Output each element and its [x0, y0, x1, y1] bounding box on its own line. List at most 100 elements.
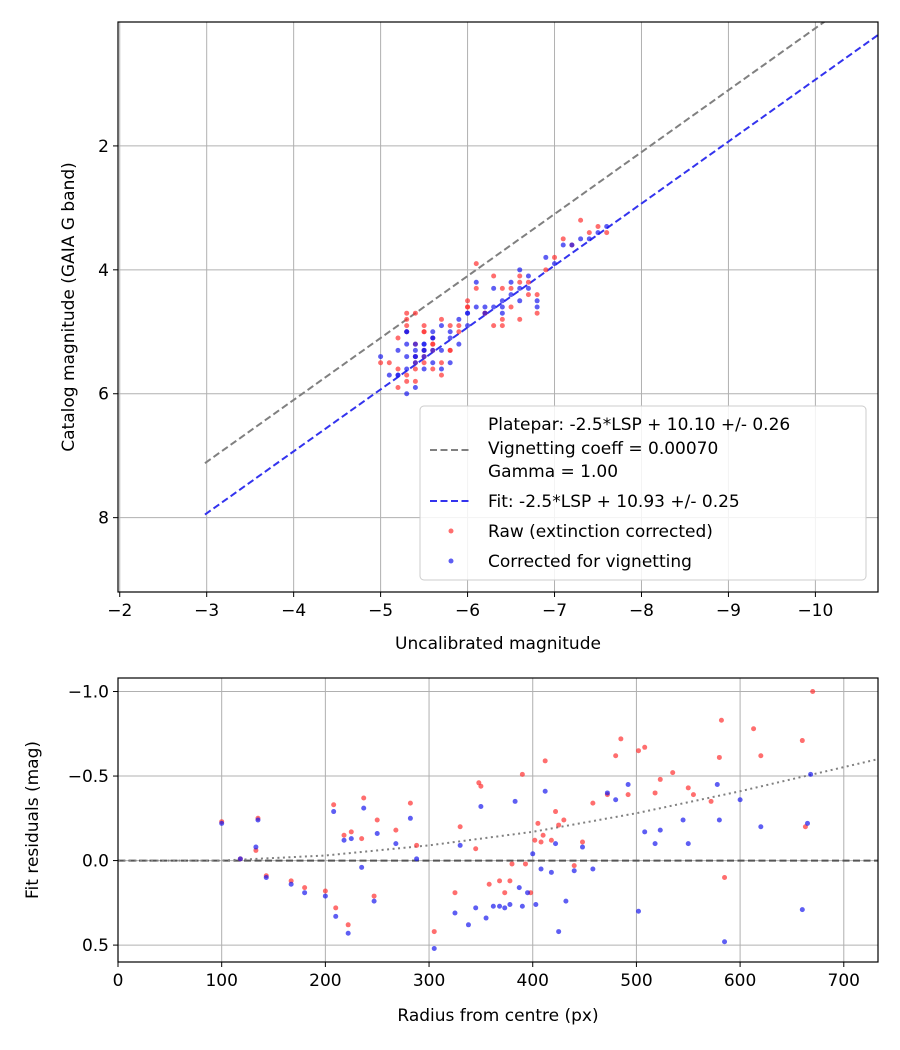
data-point-raw — [618, 736, 624, 742]
data-point-corrected — [412, 341, 418, 347]
data-point-raw — [553, 809, 559, 815]
data-point-corrected — [473, 304, 479, 310]
legend-vignetting-label: Vignetting coeff = 0.00070 — [488, 439, 718, 459]
data-point-raw — [302, 885, 308, 891]
data-point-raw — [438, 360, 444, 366]
data-point-raw — [690, 792, 696, 798]
data-point-corrected — [758, 824, 764, 830]
data-point-raw — [652, 790, 658, 796]
data-point-corrected — [237, 856, 243, 862]
data-point-raw — [395, 335, 401, 341]
data-point-corrected — [569, 242, 575, 248]
data-point-corrected — [613, 797, 619, 803]
x-tick-label: 600 — [724, 971, 756, 991]
legend-platepar-label: Platepar: -2.5*LSP + 10.10 +/- 0.26 — [488, 415, 790, 435]
data-point-raw — [465, 298, 471, 304]
data-point-raw — [395, 385, 401, 391]
data-point-raw — [361, 795, 367, 801]
data-point-corrected — [507, 902, 513, 908]
data-point-raw — [517, 273, 523, 279]
data-point-corrected — [431, 945, 437, 951]
data-point-corrected — [430, 329, 436, 335]
data-point-raw — [499, 316, 505, 322]
data-point-corrected — [331, 809, 337, 815]
data-point-corrected — [604, 223, 610, 229]
data-point-raw — [438, 372, 444, 378]
data-point-corrected — [517, 298, 523, 304]
data-point-raw — [556, 822, 562, 828]
y-tick-label: −0.5 — [68, 767, 109, 787]
data-point-raw — [540, 832, 546, 838]
data-point-raw — [534, 292, 540, 298]
data-point-raw — [635, 748, 641, 754]
data-point-raw — [430, 341, 436, 347]
data-point-raw — [499, 323, 505, 329]
x-tick-label: −7 — [542, 601, 567, 621]
data-point-corrected — [491, 285, 497, 291]
legend-gamma-label: Gamma = 1.00 — [488, 462, 618, 482]
data-point-raw — [508, 285, 514, 291]
data-point-corrected — [359, 864, 365, 870]
data-point-corrected — [430, 360, 436, 366]
legend-corrected-marker — [448, 558, 454, 564]
x-tick-label: −2 — [107, 601, 132, 621]
bottom-grid — [117, 678, 878, 962]
data-point-raw — [532, 837, 538, 843]
y-tick-label: 0.0 — [82, 852, 109, 872]
y-tick-label: 4 — [98, 261, 109, 281]
data-point-raw — [519, 771, 525, 777]
data-point-corrected — [595, 230, 601, 236]
data-point-corrected — [590, 866, 596, 872]
data-point-raw — [552, 254, 558, 260]
data-point-corrected — [404, 341, 410, 347]
data-point-corrected — [219, 820, 225, 826]
legend-fit-label: Fit: -2.5*LSP + 10.93 +/- 0.25 — [488, 492, 740, 512]
data-point-corrected — [378, 354, 384, 360]
data-point-corrected — [517, 267, 523, 273]
data-point-corrected — [414, 856, 420, 862]
data-point-raw — [421, 360, 427, 366]
data-point-corrected — [361, 805, 367, 811]
top-y-axis-label: Catalog magnitude (GAIA G band) — [59, 162, 79, 452]
data-point-corrected — [395, 347, 401, 353]
data-point-raw — [534, 310, 540, 316]
data-point-corrected — [586, 236, 592, 242]
data-point-corrected — [386, 372, 392, 378]
data-point-raw — [395, 366, 401, 372]
data-point-corrected — [716, 817, 722, 823]
data-point-corrected — [395, 372, 401, 378]
data-point-corrected — [465, 310, 471, 316]
data-point-corrected — [490, 903, 496, 909]
data-point-raw — [359, 836, 365, 842]
calibration-chart: −2 −3 −4 −5 −6 −7 −8 −9 −10 2 4 6 8 Uncalibrated ma… — [59, 21, 879, 654]
data-point-raw — [542, 758, 548, 764]
data-point-raw — [386, 360, 392, 366]
data-point-raw — [421, 323, 427, 329]
data-point-corrected — [652, 841, 658, 847]
data-point-corrected — [657, 827, 663, 833]
x-tick-label: 500 — [620, 971, 652, 991]
bottom-plot-frame — [117, 677, 879, 963]
data-point-raw — [595, 223, 601, 229]
data-point-corrected — [412, 354, 418, 360]
data-point-corrected — [407, 815, 413, 821]
data-point-corrected — [348, 836, 354, 842]
data-point-raw — [522, 861, 528, 867]
bottom-x-axis-label: Radius from centre (px) — [397, 1006, 598, 1026]
data-point-corrected — [447, 329, 453, 335]
data-point-corrected — [253, 844, 259, 850]
data-point-corrected — [412, 360, 418, 366]
data-point-corrected — [483, 915, 489, 921]
bottom-x-ticks: 0 100 200 300 400 500 600 700 — [113, 962, 860, 991]
data-point-corrected — [438, 323, 444, 329]
x-tick-label: −3 — [194, 601, 219, 621]
data-point-corrected — [341, 837, 347, 843]
top-x-axis-label: Uncalibrated magnitude — [395, 634, 601, 654]
data-point-raw — [348, 829, 354, 835]
data-point-raw — [751, 726, 757, 732]
legend-raw-marker — [448, 528, 454, 534]
x-tick-label: 300 — [413, 971, 445, 991]
data-point-corrected — [447, 360, 453, 366]
legend-raw-label: Raw (extinction corrected) — [488, 522, 713, 542]
